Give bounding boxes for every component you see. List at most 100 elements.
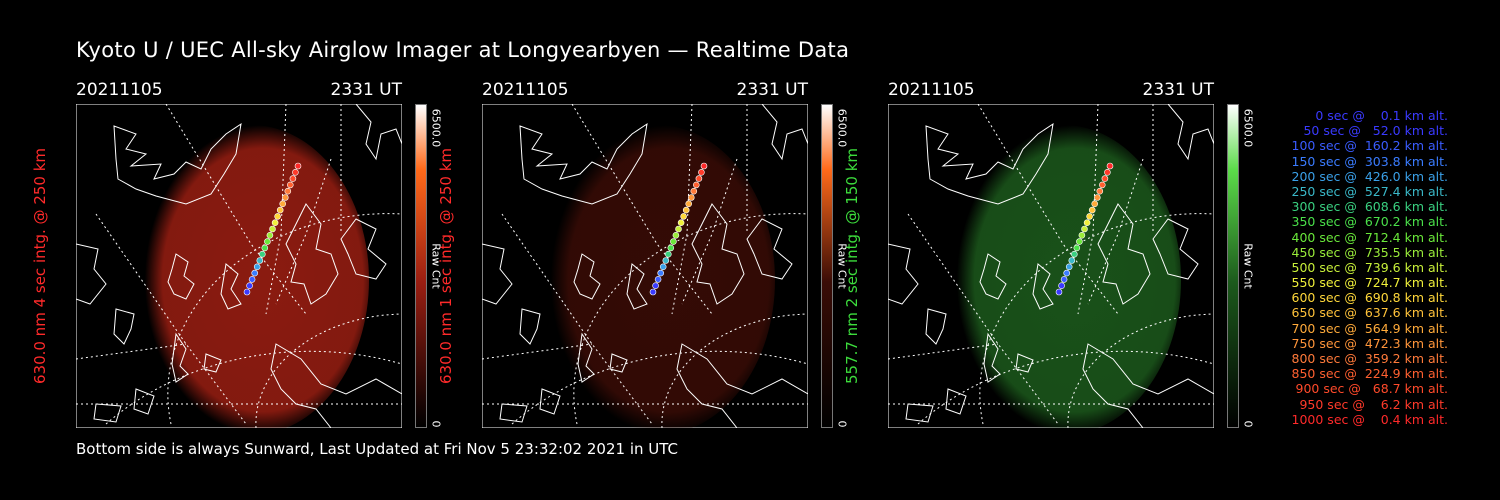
trajectory-point	[1099, 181, 1106, 189]
panel-date: 20211105	[888, 80, 975, 100]
trajectory-point	[261, 244, 269, 252]
trajectory-point	[1083, 219, 1091, 226]
trajectory-point	[282, 194, 289, 201]
trajectory-point	[700, 162, 708, 170]
legend-entry: 400 sec @ 712.4 km alt.	[1287, 229, 1449, 245]
trajectory-point	[1065, 263, 1073, 271]
satellite-trajectory	[649, 162, 708, 296]
trajectory-point	[1091, 200, 1098, 208]
legend-entry: 900 sec @ 68.7 km alt.	[1291, 381, 1448, 397]
colorbar	[821, 104, 833, 428]
legend-entry: 800 sec @ 359.2 km alt.	[1287, 351, 1449, 366]
panel-time: 2331 UT	[736, 80, 809, 100]
allsky-map	[888, 104, 1214, 428]
panel-date: 20211105	[76, 80, 163, 100]
trajectory-point	[657, 269, 664, 277]
trajectory-point	[662, 257, 670, 264]
trajectory-point	[682, 206, 690, 214]
trajectory-point	[672, 232, 680, 239]
trajectory-point	[248, 276, 256, 283]
trajectory-point	[667, 244, 675, 252]
trajectory-point	[1068, 257, 1076, 264]
latitude-longitude-grid	[76, 104, 402, 428]
legend-entry: 750 sec @ 472.3 km alt.	[1287, 335, 1449, 351]
trajectory-point	[294, 162, 302, 170]
trajectory-point	[1071, 250, 1078, 258]
panel-date: 20211105	[482, 80, 569, 100]
legend-entry: 500 sec @ 739.6 km alt.	[1287, 259, 1449, 275]
legend-entry: 450 sec @ 735.5 km alt.	[1287, 244, 1449, 260]
imager-panel-630-1sec: 20211105 2331 UT 630.0 nm 1 sec intg. @ …	[437, 80, 892, 440]
trajectory-point	[1060, 276, 1068, 283]
imager-panel-557-2sec: 20211105 2331 UT 557.7 nm 2 sec intg. @ …	[843, 80, 1298, 440]
legend-entry: 350 sec @ 670.2 km alt.	[1287, 214, 1449, 230]
trajectory-point	[1055, 288, 1063, 296]
trajectory-point	[1101, 175, 1109, 182]
trajectory-point	[1063, 269, 1070, 277]
trajectory-point	[677, 219, 685, 226]
trajectory-point	[266, 232, 274, 239]
trajectory-point	[1058, 282, 1065, 289]
trajectory-point	[264, 238, 271, 245]
trajectory-point	[276, 206, 284, 214]
trajectory-point	[693, 181, 700, 189]
legend-entry: 600 sec @ 690.8 km alt.	[1287, 290, 1449, 306]
trajectory-point	[652, 282, 659, 289]
trajectory-point	[680, 213, 687, 220]
footer-note: Bottom side is always Sunward, Last Upda…	[76, 440, 678, 458]
trajectory-point	[289, 175, 297, 182]
imager-panel-630-4sec: 20211105 2331 UT 630.0 nm 4 sec intg. @ …	[31, 80, 486, 440]
trajectory-point	[1088, 206, 1096, 214]
trajectory-point	[1094, 194, 1101, 201]
legend-entry: 50 sec @ 52.0 km alt.	[1295, 123, 1448, 139]
legend-entry: 150 sec @ 303.8 km alt.	[1287, 153, 1449, 169]
trajectory-point	[675, 225, 682, 233]
coastline	[888, 104, 1214, 428]
trajectory-point	[1086, 213, 1093, 220]
trajectory-point	[1106, 162, 1114, 170]
trajectory-point	[670, 238, 677, 245]
colorbar	[415, 104, 427, 428]
trajectory-point	[1078, 232, 1086, 239]
trajectory-point	[695, 175, 703, 182]
legend-entry: 250 sec @ 527.4 km alt.	[1287, 183, 1449, 199]
trajectory-point	[246, 282, 253, 289]
trajectory-legend: 0 sec @ 0.1 km alt. 50 sec @ 52.0 km alt…	[1258, 108, 1449, 427]
legend-entry: 650 sec @ 637.6 km alt.	[1287, 305, 1449, 321]
trajectory-point	[665, 250, 672, 258]
coastline	[482, 104, 808, 428]
trajectory-point	[274, 213, 281, 220]
panel-time: 2331 UT	[1142, 80, 1215, 100]
allsky-map	[76, 104, 402, 428]
trajectory-point	[1076, 238, 1083, 245]
trajectory-point	[654, 276, 662, 283]
panel-time: 2331 UT	[330, 80, 403, 100]
trajectory-point	[284, 187, 292, 195]
trajectory-point	[649, 288, 657, 296]
page-title: Kyoto U / UEC All-sky Airglow Imager at …	[76, 38, 850, 62]
trajectory-point	[659, 263, 667, 271]
trajectory-point	[251, 269, 258, 277]
trajectory-point	[1104, 169, 1111, 176]
trajectory-point	[256, 257, 264, 264]
trajectory-point	[688, 194, 695, 201]
legend-entry: 100 sec @ 160.2 km alt.	[1287, 138, 1449, 154]
trajectory-point	[287, 181, 294, 189]
trajectory-point	[1081, 225, 1088, 233]
trajectory-point	[1073, 244, 1081, 252]
trajectory-point	[685, 200, 692, 208]
trajectory-point	[271, 219, 279, 226]
trajectory-point	[698, 169, 705, 176]
trajectory-point	[253, 263, 261, 271]
legend-entry: 200 sec @ 426.0 km alt.	[1287, 168, 1449, 184]
legend-entry: 550 sec @ 724.7 km alt.	[1287, 275, 1449, 291]
legend-entry: 700 sec @ 564.9 km alt.	[1287, 320, 1449, 336]
trajectory-point	[1096, 187, 1104, 195]
trajectory-point	[243, 288, 251, 296]
latitude-longitude-grid	[888, 104, 1214, 428]
satellite-trajectory	[1055, 162, 1114, 296]
trajectory-point	[279, 200, 286, 208]
legend-entry: 850 sec @ 224.9 km alt.	[1287, 366, 1449, 382]
legend-entry: 300 sec @ 608.6 km alt.	[1287, 199, 1449, 215]
trajectory-point	[292, 169, 299, 176]
